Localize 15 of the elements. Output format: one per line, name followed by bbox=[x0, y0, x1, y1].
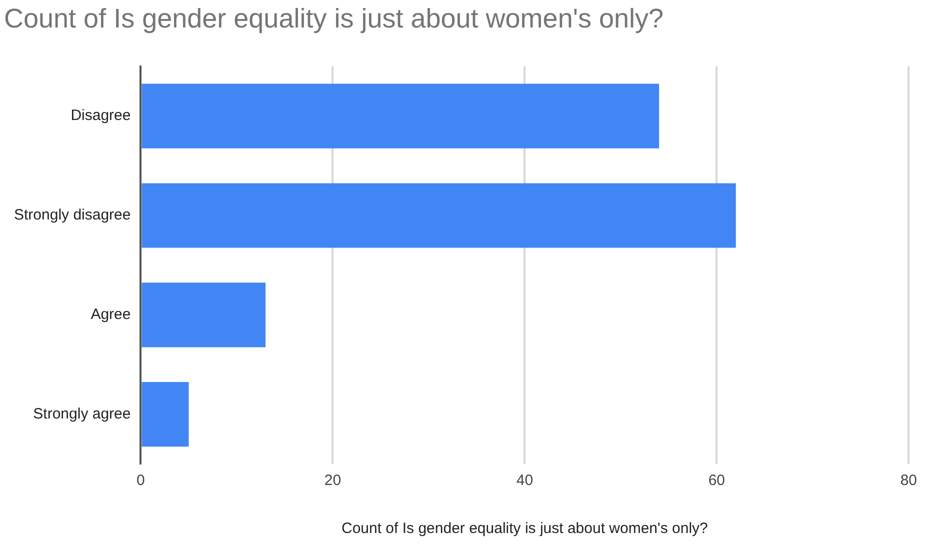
x-tick-label: 0 bbox=[136, 472, 145, 490]
y-tick-label: Agree bbox=[90, 306, 131, 324]
bar bbox=[142, 183, 736, 248]
x-tick-label: 40 bbox=[516, 472, 534, 490]
x-tick-label: 80 bbox=[900, 472, 917, 490]
x-axis-title: Count of Is gender equality is just about women's only? bbox=[341, 520, 708, 538]
x-tick-label: 20 bbox=[324, 472, 342, 490]
bar bbox=[142, 84, 660, 148]
y-tick-label: Strongly agree bbox=[33, 405, 131, 422]
chart-title: Count of Is gender equality is just about women's only? bbox=[4, 4, 664, 34]
bar bbox=[142, 382, 189, 447]
x-tick-label: 60 bbox=[708, 472, 726, 490]
y-tick-label: Strongly disagree bbox=[14, 206, 131, 224]
y-tick-label: Disagree bbox=[70, 107, 131, 124]
bar bbox=[142, 282, 266, 348]
